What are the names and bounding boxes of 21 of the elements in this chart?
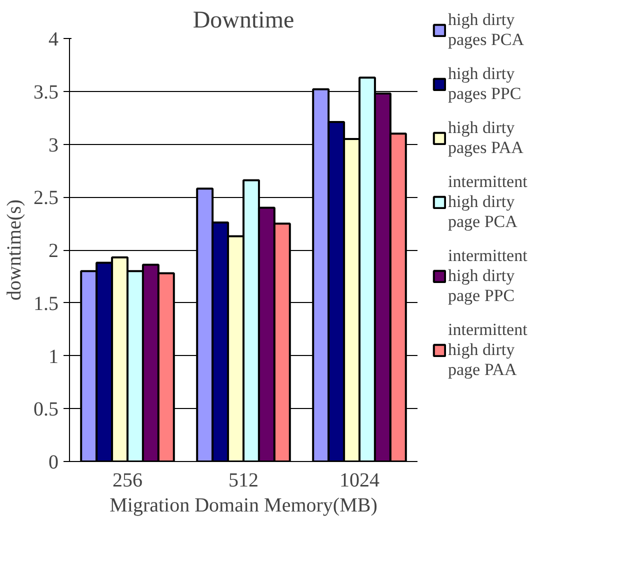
y-tick-label: 3 — [48, 134, 58, 156]
legend-label: high dirty pages PPC — [448, 64, 522, 104]
chart-title: Downtime — [192, 8, 294, 34]
y-tick-label: 0 — [48, 452, 58, 474]
y-tick-label: 2 — [48, 240, 58, 262]
y-tick-label: 4 — [48, 28, 58, 50]
y-tick-label: 3.5 — [34, 81, 58, 104]
legend-label: intermittent high dirty page PAA — [448, 320, 528, 380]
y-axis-title: downtime(s) — [4, 199, 26, 301]
legend-label: intermittent high dirty page PCA — [448, 172, 528, 232]
x-tick-label: 1024 — [340, 470, 380, 492]
legend-label: high dirty pages PCA — [448, 10, 524, 50]
y-tick-label: 1 — [48, 346, 58, 368]
y-tick-label: 1.5 — [34, 292, 58, 315]
x-tick-label: 512 — [228, 470, 258, 492]
x-tick-label: 256 — [112, 470, 142, 492]
y-tick-label: 2.5 — [34, 187, 58, 210]
y-tick-label: 0.5 — [34, 398, 58, 421]
x-axis-title: Migration Domain Memory(MB) — [110, 494, 378, 516]
legend-label: intermittent high dirty page PPC — [448, 246, 528, 306]
legend-label: high dirty pages PAA — [448, 118, 524, 158]
